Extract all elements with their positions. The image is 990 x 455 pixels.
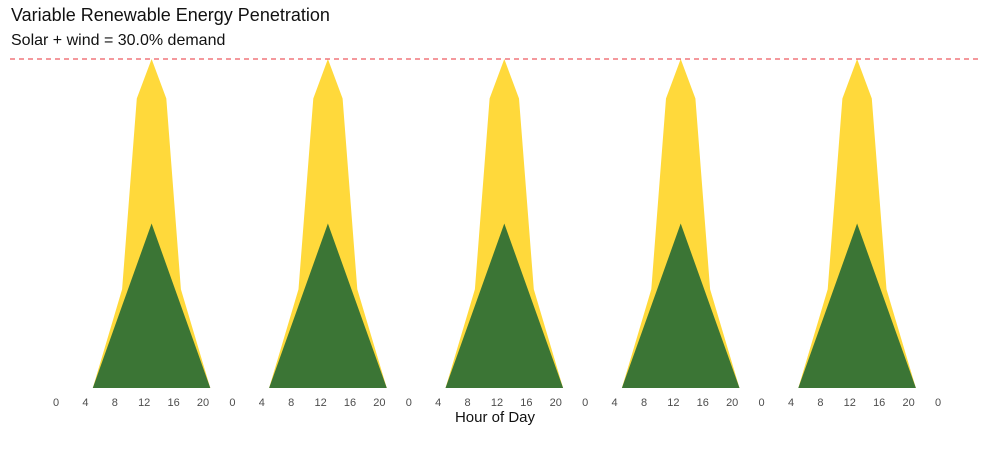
x-tick-day-1-h8: 8	[112, 397, 118, 409]
x-tick-day-1-h4: 4	[82, 397, 88, 409]
x-axis-ticks: 0 4 8 12 16 20 0 4 8 12 16 20 0 4 8 12 16 20 0 4 8 12 16 20 0 4 8 1…	[53, 397, 941, 409]
wind-area-day-2	[269, 223, 387, 388]
wind-area-day-1	[92, 223, 211, 388]
x-tick-final: 0	[935, 397, 941, 409]
x-tick-day-2-h12: 12	[314, 397, 326, 409]
x-tick-day-3-h12: 12	[491, 397, 503, 409]
x-tick-day-1-h16: 16	[167, 397, 179, 409]
x-tick-day-1-h0: 0	[53, 397, 59, 409]
x-tick-day-5-h4: 4	[788, 397, 794, 409]
x-tick-day-3-h8: 8	[465, 397, 471, 409]
x-tick-day-5-h0: 0	[759, 397, 765, 409]
wind-area-day-4	[621, 223, 740, 388]
x-tick-day-2-h0: 0	[229, 397, 235, 409]
x-tick-day-3-h0: 0	[406, 397, 412, 409]
x-tick-day-5-h16: 16	[873, 397, 885, 409]
x-tick-day-4-h16: 16	[697, 397, 709, 409]
x-axis-label: Hour of Day	[454, 409, 536, 426]
x-tick-day-5-h8: 8	[817, 397, 823, 409]
x-tick-day-4-h12: 12	[667, 397, 679, 409]
x-tick-day-2-h4: 4	[259, 397, 265, 409]
x-tick-day-4-h20: 20	[726, 397, 738, 409]
area-layer	[92, 59, 916, 388]
x-tick-day-3-h20: 20	[550, 397, 562, 409]
x-tick-day-4-h8: 8	[641, 397, 647, 409]
wind-area-day-5	[798, 223, 916, 388]
wind-area-day-3	[445, 223, 564, 388]
x-tick-day-3-h4: 4	[435, 397, 441, 409]
x-tick-day-2-h20: 20	[373, 397, 385, 409]
x-tick-day-4-h4: 4	[612, 397, 618, 409]
x-tick-day-1-h12: 12	[138, 397, 150, 409]
x-tick-day-4-h0: 0	[582, 397, 588, 409]
x-tick-day-1-h20: 20	[197, 397, 209, 409]
chart-title: Variable Renewable Energy Penetration	[11, 5, 330, 25]
chart-subtitle: Solar + wind = 30.0% demand	[11, 32, 226, 49]
x-tick-day-2-h8: 8	[288, 397, 294, 409]
x-tick-day-5-h20: 20	[902, 397, 914, 409]
x-tick-day-3-h16: 16	[520, 397, 532, 409]
x-tick-day-2-h16: 16	[344, 397, 356, 409]
x-tick-day-5-h12: 12	[844, 397, 856, 409]
